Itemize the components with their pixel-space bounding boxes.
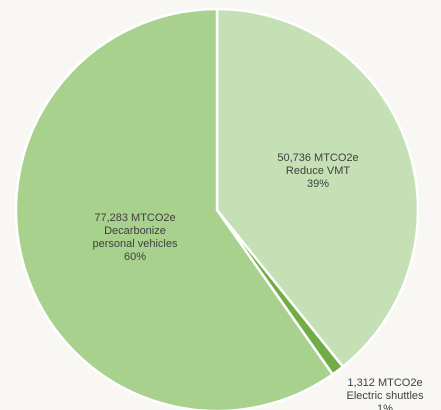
data-label-percent: 1%: [377, 403, 393, 410]
data-label-value: 1,312 MTCO2e: [347, 377, 422, 389]
data-label-name: Reduce VMT: [286, 165, 350, 177]
pie-slice: [215, 7, 420, 369]
data-label-name: Electric shuttles: [346, 390, 424, 402]
data-label-value: 50,736 MTCO2e: [277, 152, 358, 164]
data-label-name: Decarbonize personal vehicles: [93, 225, 178, 250]
data-label-percent: 60%: [124, 251, 146, 263]
data-label-percent: 39%: [307, 178, 329, 190]
data-label-value: 77,283 MTCO2e: [94, 212, 175, 224]
pie-slice: [14, 7, 335, 410]
